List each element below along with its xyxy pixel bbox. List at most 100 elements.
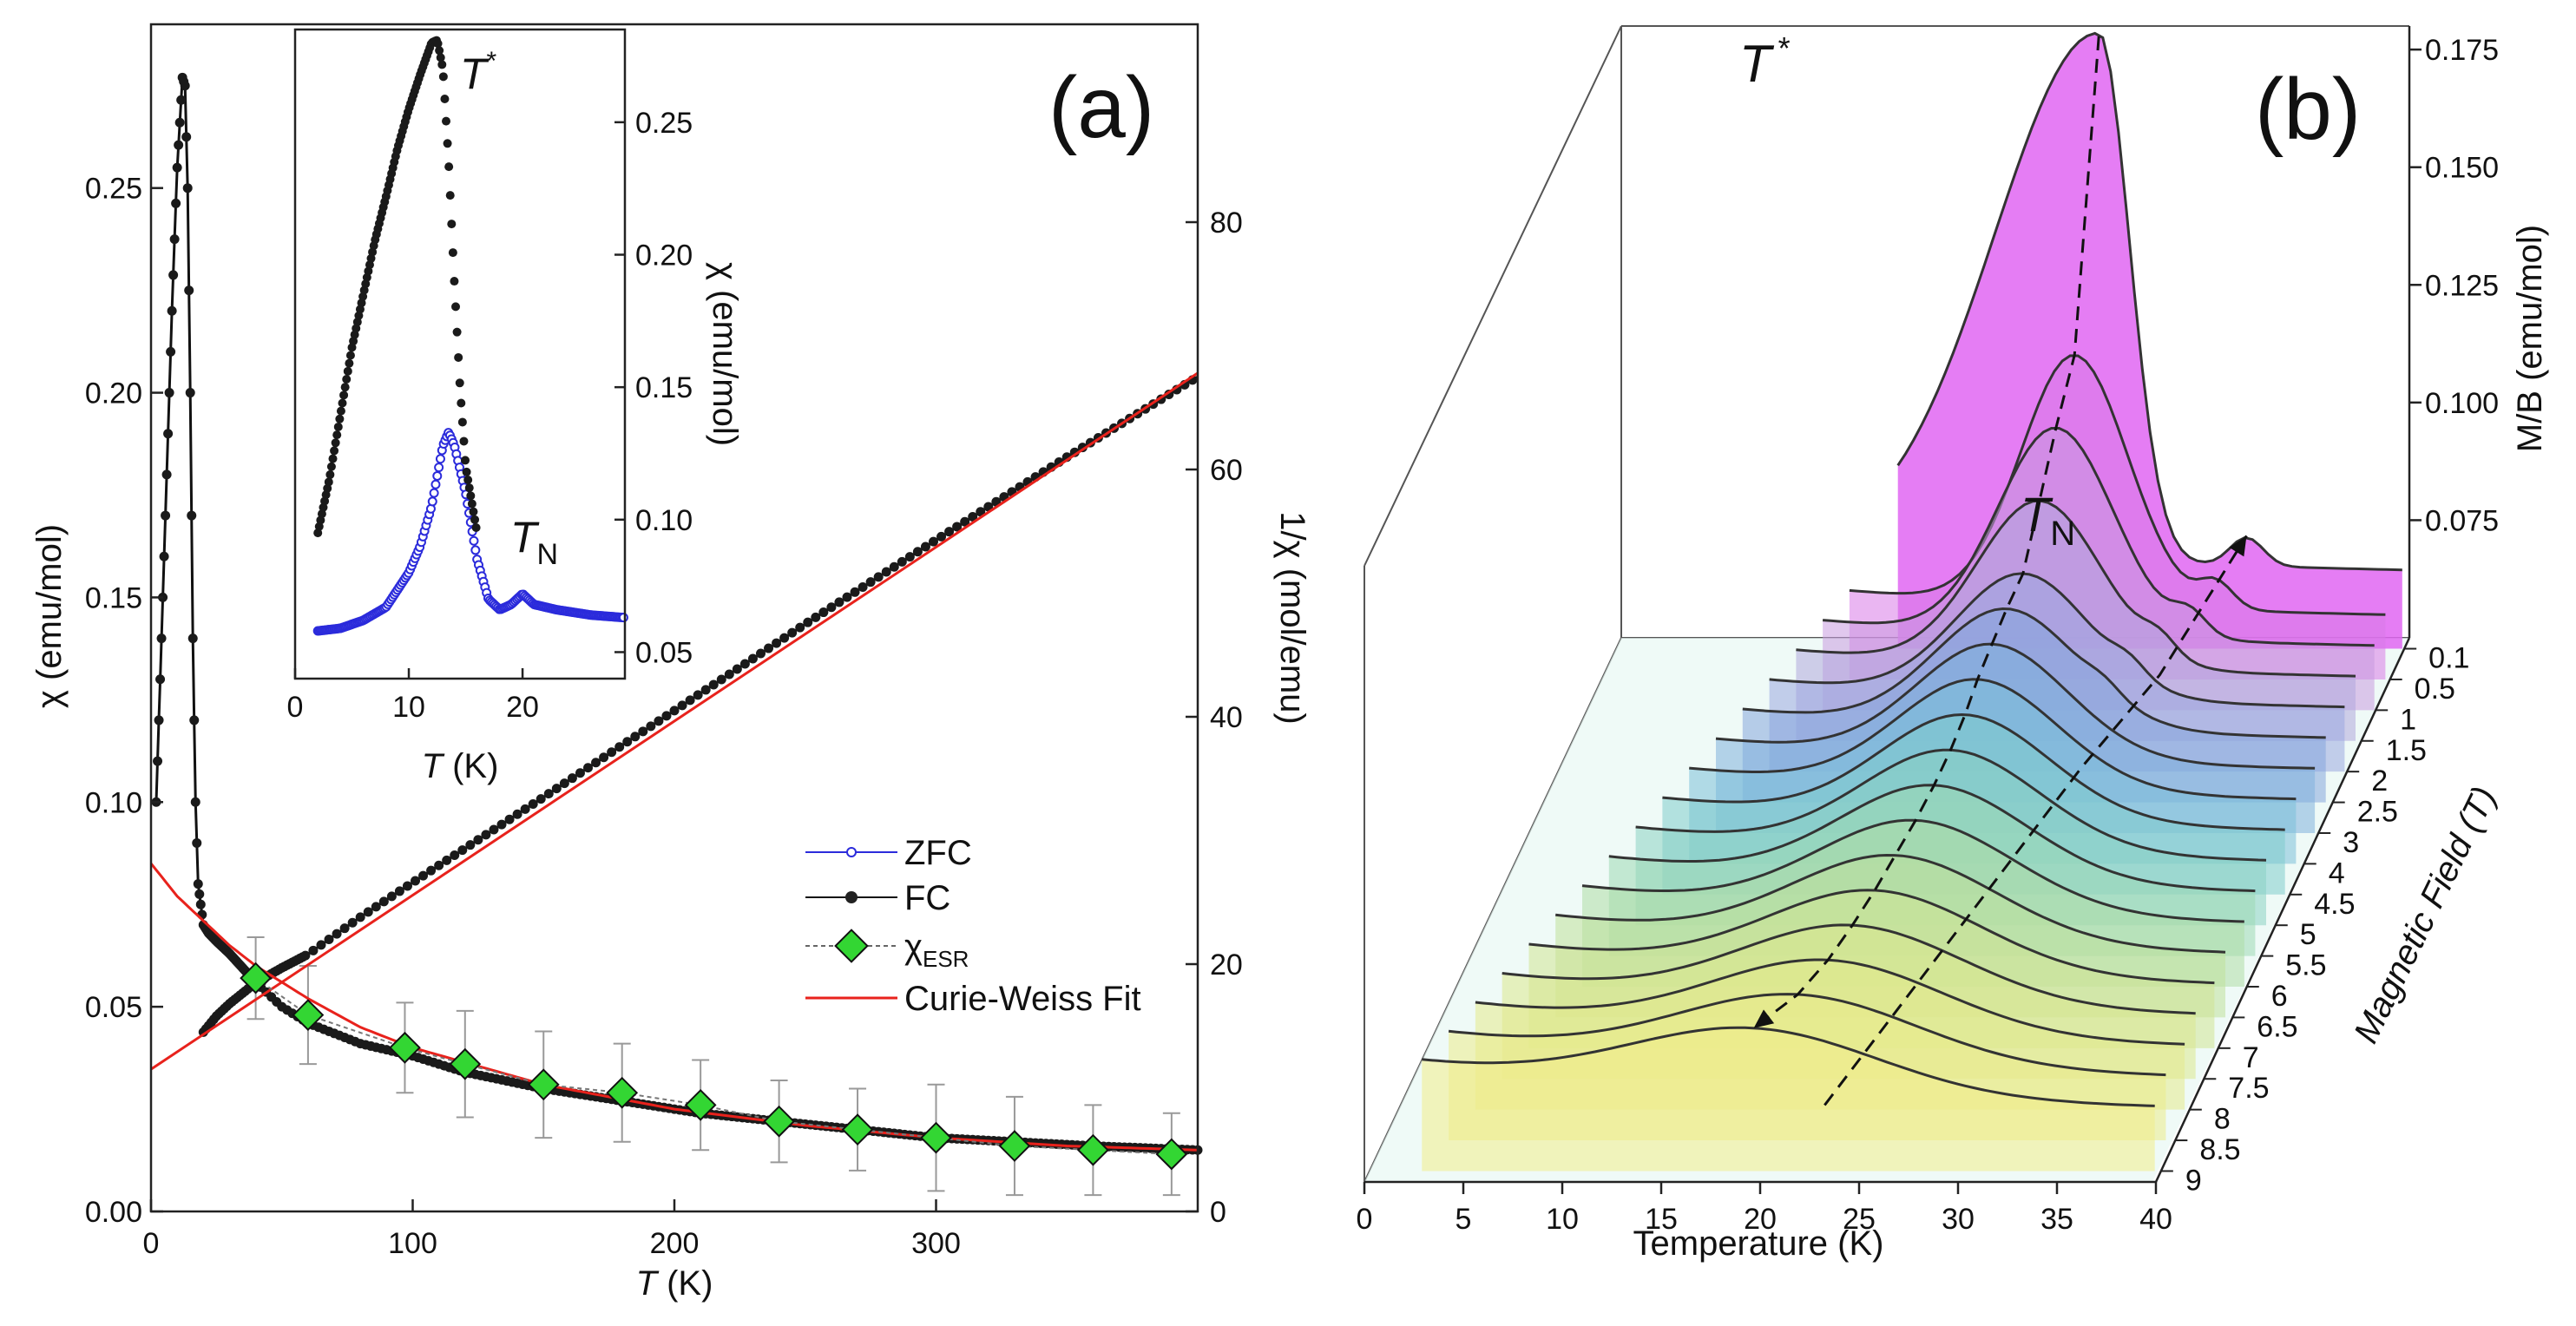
inset-fc-point (436, 53, 445, 62)
inverse-chi-point (772, 638, 782, 648)
inverse-chi-point (881, 567, 891, 577)
esr-point (389, 1031, 421, 1064)
y-right-tick-label: 60 (1210, 454, 1243, 487)
fc-point (169, 234, 180, 245)
inverse-chi-point (551, 784, 562, 794)
inset-x-tick-label: 20 (506, 691, 539, 724)
inverse-chi-point (952, 522, 963, 532)
inverse-chi-point (928, 536, 938, 547)
fc-point (164, 388, 174, 398)
inset-y-tick-label: 0.25 (635, 107, 693, 140)
inverse-chi-curve (198, 375, 1199, 1037)
field-curve-fill (1422, 1027, 2155, 1172)
inverse-chi-point (654, 716, 664, 726)
inset-zfc-point (430, 479, 441, 489)
inverse-chi-point (457, 845, 468, 856)
inset-fc-point (333, 422, 343, 431)
field-curve-line (1796, 499, 2356, 678)
inverse-chi-point (787, 627, 798, 638)
inset-fc-point (338, 398, 347, 408)
inset-y-tick-label: 0.10 (635, 504, 693, 537)
legend-label-zfc: ZFC (904, 834, 972, 872)
esr-point (684, 1088, 717, 1121)
inset-zfc-point (434, 463, 444, 473)
y-axis-label-left: χ (emu/mol) (30, 524, 69, 708)
field-curve-line (1689, 678, 2297, 801)
field-curve-line (1896, 31, 2402, 572)
inverse-chi-point (512, 809, 522, 819)
b-x-tick-label: 0 (1357, 1203, 1373, 1236)
panel-label-b: (b) (2255, 61, 2361, 158)
field-curve-line (1849, 354, 2386, 616)
inset-fc-point (328, 454, 338, 463)
b-field-tick-label: 4 (2329, 857, 2345, 889)
b-field-tick-label: 1.5 (2386, 734, 2427, 767)
inverse-chi-point (685, 695, 695, 706)
inverse-chi-point (520, 804, 530, 814)
inverse-chi-point (716, 674, 726, 685)
inset-fc-point (324, 477, 333, 487)
inverse-chi-point (622, 737, 633, 747)
inset-fc-point (438, 72, 448, 82)
tn-trend-arrow (1824, 535, 2248, 1106)
inverse-chi-point (355, 912, 365, 922)
inset-fc-point (336, 406, 345, 416)
y-axis-b-ticks: 0.075 0.100 0.125 0.150 0.175 (2409, 34, 2499, 537)
inset-fc-point (342, 375, 352, 384)
inset-fc-point (326, 462, 336, 471)
b-field-tick-label: 1 (2400, 703, 2416, 736)
inset-fc-point (331, 438, 340, 448)
inverse-chi-point (402, 881, 412, 891)
inset-fc-point (451, 302, 461, 312)
inverse-chi-point (473, 835, 483, 845)
legend-item-fc: FC (805, 879, 950, 917)
y-right-tick-label: 40 (1210, 701, 1243, 734)
fc-point (159, 551, 169, 561)
b-y-tick-label: 0.100 (2425, 387, 2499, 420)
fc-point (156, 633, 167, 644)
inverse-chi-point (324, 935, 334, 944)
field-curve-line (1448, 993, 2166, 1077)
inverse-chi-point (394, 886, 404, 896)
inverse-chi-point (677, 700, 687, 711)
inset-y-tick-label: 0.20 (635, 240, 693, 272)
y-right-tick-label: 80 (1210, 207, 1243, 240)
x-axis-ticks: 0 100 200 300 (143, 1199, 961, 1260)
inverse-chi-point (976, 507, 986, 517)
inverse-chi-point (386, 891, 397, 902)
fc-point (195, 899, 206, 909)
inverse-chi-point (411, 876, 421, 886)
inset-fc-point (461, 456, 470, 465)
inset-fc-point (442, 116, 451, 126)
y-right-tick-label: 20 (1210, 949, 1243, 981)
inset-x-ticks: 0 10 20 (287, 668, 539, 724)
b-field-tick-label: 8.5 (2199, 1133, 2240, 1166)
inset-fc-point (445, 191, 455, 200)
fc-point (180, 81, 190, 91)
field-curve-line (1555, 853, 2226, 954)
inset-fc-point (345, 358, 354, 368)
inverse-chi-point (450, 850, 460, 860)
fc-point (192, 837, 202, 848)
legend-a: ZFC FC χESR Curie-Weiss Fit (805, 834, 1141, 1018)
inverse-chi-point (739, 659, 750, 669)
inverse-chi-point (724, 669, 734, 679)
b-field-tick-label: 0.1 (2428, 642, 2469, 675)
inset-zfc-point (435, 454, 445, 464)
inverse-chi-point (614, 742, 625, 752)
y-axis-label-right: 1/χ (mol/emu) (1273, 511, 1311, 725)
fc-point (189, 715, 200, 725)
esr-point (606, 1076, 639, 1109)
b-field-tick-label: 0.5 (2415, 673, 2455, 706)
inverse-chi-point (811, 612, 821, 622)
field-curves (1422, 31, 2402, 1172)
y-tick-label: 0.05 (85, 991, 142, 1024)
inverse-chi-point (583, 763, 594, 773)
inverse-chi-point (889, 561, 899, 572)
inverse-chi-point (332, 929, 342, 939)
inverse-chi-point (968, 511, 978, 522)
inverse-chi-point (300, 950, 311, 961)
inset-fc-point (345, 351, 355, 360)
b-field-tick-label: 6 (2271, 980, 2288, 1013)
